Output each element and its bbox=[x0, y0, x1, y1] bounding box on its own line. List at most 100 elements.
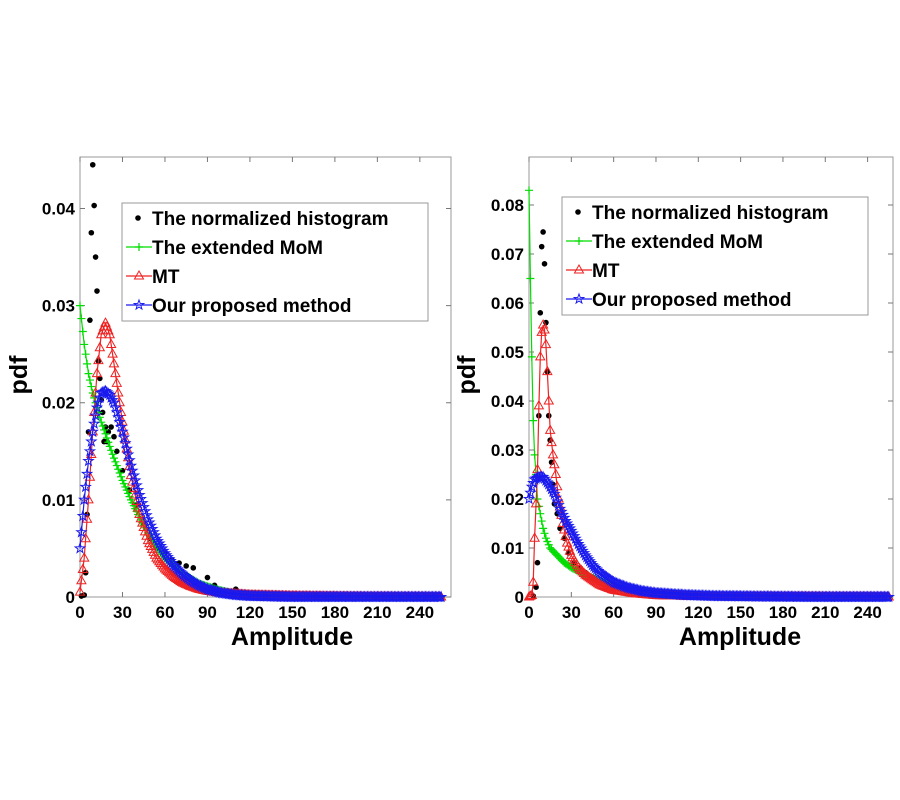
data-point bbox=[122, 447, 135, 460]
data-point bbox=[204, 574, 211, 581]
data-point bbox=[104, 391, 118, 403]
data-point bbox=[154, 539, 167, 552]
series-our-proposed-method bbox=[73, 384, 448, 603]
data-point bbox=[525, 590, 536, 600]
x-tick-label: 120 bbox=[236, 603, 264, 622]
x-tick-label: 90 bbox=[198, 603, 217, 622]
data-point bbox=[172, 573, 184, 584]
data-point bbox=[548, 459, 555, 466]
data-point bbox=[80, 532, 92, 543]
x-tick-label: 0 bbox=[75, 603, 84, 622]
data-point bbox=[547, 448, 559, 459]
data-point bbox=[573, 539, 586, 552]
x-tick-label: 150 bbox=[278, 603, 306, 622]
data-point bbox=[434, 590, 448, 603]
data-point bbox=[114, 420, 128, 433]
right-chart: 0 30 60 90 120 150 180 210 240 0 0.01 0.02 0.03 0.04 0… bbox=[453, 156, 895, 651]
data-point bbox=[572, 537, 585, 550]
data-point bbox=[119, 436, 132, 449]
legend-label: The normalized histogram bbox=[592, 203, 828, 224]
data-point bbox=[183, 563, 190, 569]
data-point bbox=[114, 448, 120, 455]
data-point bbox=[100, 425, 109, 434]
data-point bbox=[182, 579, 193, 589]
data-point bbox=[539, 323, 550, 334]
data-point bbox=[111, 457, 120, 466]
legend-marker-icon bbox=[573, 263, 585, 274]
x-tick-label: 240 bbox=[406, 603, 434, 622]
data-point bbox=[115, 468, 124, 477]
data-point bbox=[533, 399, 545, 410]
data-point bbox=[549, 458, 560, 469]
x-tick-label: 30 bbox=[113, 603, 132, 622]
data-point bbox=[89, 409, 102, 421]
legend-marker-icon bbox=[133, 269, 145, 280]
data-point bbox=[94, 341, 106, 352]
data-point bbox=[107, 396, 121, 409]
data-point bbox=[539, 524, 548, 533]
data-point bbox=[105, 442, 114, 451]
data-point bbox=[101, 429, 110, 438]
data-point bbox=[80, 340, 89, 349]
data-point bbox=[540, 338, 552, 349]
data-point bbox=[599, 580, 611, 591]
x-axis-label: Amplitude bbox=[231, 623, 353, 651]
data-point bbox=[523, 590, 535, 601]
data-point bbox=[117, 472, 126, 481]
y-tick-label: 0.01 bbox=[42, 491, 75, 510]
data-point bbox=[157, 544, 170, 557]
data-point bbox=[545, 412, 552, 419]
data-point bbox=[83, 359, 92, 368]
data-point bbox=[574, 542, 588, 554]
legend-marker-icon bbox=[132, 298, 146, 311]
data-point bbox=[100, 317, 111, 327]
data-point bbox=[190, 565, 197, 571]
legend-item: Our proposed method bbox=[566, 290, 792, 311]
data-point bbox=[109, 454, 118, 463]
data-point bbox=[130, 478, 143, 491]
data-point bbox=[541, 261, 548, 267]
x-tick-label: 240 bbox=[853, 603, 881, 622]
data-point bbox=[591, 576, 603, 587]
data-point bbox=[540, 529, 549, 538]
data-point bbox=[543, 480, 557, 493]
data-point bbox=[173, 574, 185, 584]
legend-label: Our proposed method bbox=[592, 290, 792, 311]
data-point bbox=[529, 416, 538, 425]
legend: The normalized histogram The extended MoM… bbox=[121, 202, 429, 322]
data-point bbox=[580, 568, 591, 579]
legend-item: The extended MoM bbox=[566, 232, 763, 253]
data-point bbox=[534, 559, 541, 566]
x-tick-label: 0 bbox=[524, 603, 533, 622]
data-point bbox=[101, 320, 113, 331]
data-point bbox=[576, 544, 589, 557]
data-point bbox=[526, 589, 538, 600]
axis-ticks: 0 30 60 90 120 150 180 210 240 0 0.01 0.02 0.03 0.04 bbox=[42, 157, 451, 622]
data-point bbox=[175, 575, 186, 585]
data-point bbox=[104, 328, 116, 339]
legend-label: MT bbox=[592, 261, 620, 282]
data-point bbox=[78, 493, 91, 506]
y-tick-label: 0.05 bbox=[491, 343, 524, 362]
legend-item: MT bbox=[566, 261, 620, 282]
data-point bbox=[108, 450, 117, 459]
data-point bbox=[141, 530, 152, 540]
legend-label: Our proposed method bbox=[152, 296, 352, 317]
data-point bbox=[110, 406, 124, 418]
data-point bbox=[108, 357, 120, 368]
data-point bbox=[77, 314, 86, 323]
legend-label: The extended MoM bbox=[592, 232, 763, 253]
data-point bbox=[151, 534, 164, 547]
x-tick-label: 60 bbox=[604, 603, 623, 622]
data-point bbox=[87, 417, 101, 430]
data-point bbox=[581, 569, 593, 580]
y-tick-label: 0 bbox=[66, 588, 75, 607]
data-point bbox=[525, 186, 533, 195]
data-point bbox=[136, 517, 148, 527]
data-point bbox=[120, 442, 133, 455]
data-point bbox=[550, 468, 562, 479]
data-point bbox=[601, 581, 612, 591]
data-point bbox=[569, 532, 582, 545]
legend-box bbox=[561, 196, 869, 316]
legend-marker-icon bbox=[135, 215, 141, 221]
